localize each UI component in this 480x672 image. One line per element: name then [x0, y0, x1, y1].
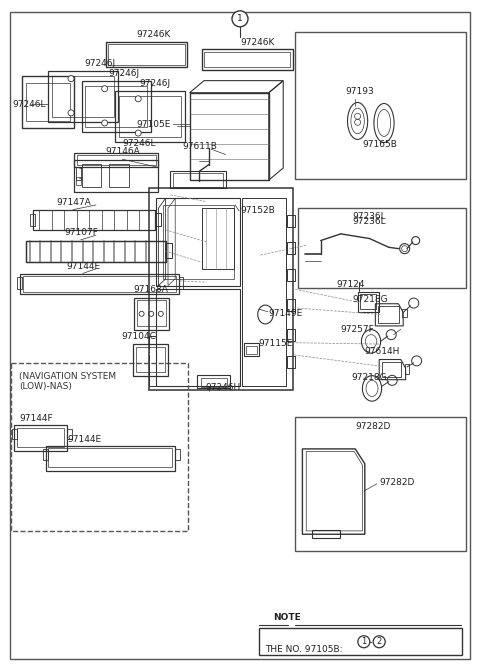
Bar [298, 208, 466, 288]
Text: 97246H: 97246H [205, 383, 240, 392]
Circle shape [68, 76, 74, 81]
Text: 97144E: 97144E [67, 435, 101, 444]
Bar [11, 363, 188, 531]
Text: 97236L: 97236L [353, 217, 386, 226]
Circle shape [373, 636, 385, 648]
Text: 97246J: 97246J [139, 79, 170, 88]
Bar [17, 277, 22, 289]
Bar [30, 214, 35, 226]
Text: 97165B: 97165B [362, 140, 397, 149]
Bar [402, 309, 407, 317]
Text: 97614H: 97614H [365, 347, 400, 356]
Text: 97246L: 97246L [122, 139, 156, 148]
Text: 97246K: 97246K [240, 38, 275, 47]
Text: 97218G: 97218G [353, 295, 388, 304]
Bar [20, 274, 179, 294]
Text: 97611B: 97611B [182, 142, 217, 151]
Bar [287, 269, 295, 281]
Bar [17, 428, 64, 447]
Circle shape [232, 11, 248, 27]
Text: 97104C: 97104C [121, 333, 156, 341]
Text: 97257F: 97257F [341, 325, 374, 334]
Circle shape [358, 636, 370, 648]
Bar [405, 364, 409, 374]
Bar [137, 300, 166, 326]
Bar [287, 215, 295, 227]
Text: 2: 2 [377, 637, 382, 646]
Bar [26, 241, 166, 262]
Bar [382, 362, 401, 377]
Text: 97246J: 97246J [84, 59, 115, 68]
Text: (NAVIGATION SYSTEM: (NAVIGATION SYSTEM [19, 372, 116, 380]
Bar [312, 530, 340, 538]
Bar [14, 425, 67, 451]
Circle shape [135, 96, 141, 101]
Text: 1: 1 [237, 14, 243, 24]
Text: 97168A: 97168A [133, 285, 168, 294]
Bar [175, 449, 180, 460]
Text: 97246L: 97246L [12, 99, 46, 109]
Bar [26, 241, 166, 262]
Bar [287, 329, 295, 341]
Bar [287, 356, 295, 368]
Bar [246, 346, 257, 354]
Bar [12, 429, 17, 439]
Bar [77, 155, 156, 165]
Bar [134, 298, 169, 330]
Text: 97115E: 97115E [258, 339, 293, 348]
Bar [74, 153, 158, 167]
Text: 97246J: 97246J [108, 69, 139, 78]
Bar [165, 243, 172, 258]
Bar [46, 446, 175, 471]
Circle shape [102, 120, 108, 126]
Text: 1: 1 [361, 637, 366, 646]
Bar [67, 429, 72, 439]
Bar [23, 276, 176, 292]
Bar [76, 177, 81, 185]
Text: 97236L: 97236L [353, 212, 386, 220]
Bar [378, 306, 399, 323]
Text: 97144F: 97144F [19, 415, 53, 423]
Circle shape [68, 110, 74, 116]
Text: 97147A: 97147A [57, 198, 91, 207]
Bar [43, 449, 48, 460]
Text: -: - [369, 637, 372, 646]
Text: 97282D: 97282D [355, 422, 391, 431]
Bar [202, 208, 234, 269]
Text: 97193: 97193 [346, 87, 374, 96]
Bar [155, 213, 161, 226]
Text: 97246K: 97246K [137, 30, 171, 39]
Text: 97105E: 97105E [136, 120, 170, 129]
Text: 97107F: 97107F [65, 228, 99, 237]
Text: 97124: 97124 [336, 280, 364, 289]
Bar [287, 242, 295, 254]
Bar [179, 277, 183, 289]
Bar [76, 167, 81, 180]
Text: 97146A: 97146A [106, 147, 140, 156]
Text: 97282D: 97282D [379, 478, 415, 487]
Bar [109, 164, 129, 187]
Text: 97218G: 97218G [352, 373, 387, 382]
Bar [287, 299, 295, 311]
Bar [33, 210, 155, 230]
Bar [74, 160, 158, 192]
Text: 97152B: 97152B [240, 206, 275, 215]
Circle shape [135, 130, 141, 136]
Bar [295, 417, 466, 551]
Bar [82, 164, 101, 187]
Text: (LOW)-NAS): (LOW)-NAS) [19, 382, 72, 390]
Bar [136, 347, 165, 372]
Bar [360, 294, 376, 309]
Text: NOTE: NOTE [273, 614, 300, 622]
Bar [133, 344, 168, 376]
Text: 97144E: 97144E [66, 262, 100, 271]
Bar [295, 32, 466, 179]
Text: THE NO. 97105B:: THE NO. 97105B: [265, 645, 342, 654]
Bar [259, 628, 462, 655]
Circle shape [102, 86, 108, 91]
Bar [48, 448, 172, 467]
Text: 97149E: 97149E [269, 309, 303, 318]
